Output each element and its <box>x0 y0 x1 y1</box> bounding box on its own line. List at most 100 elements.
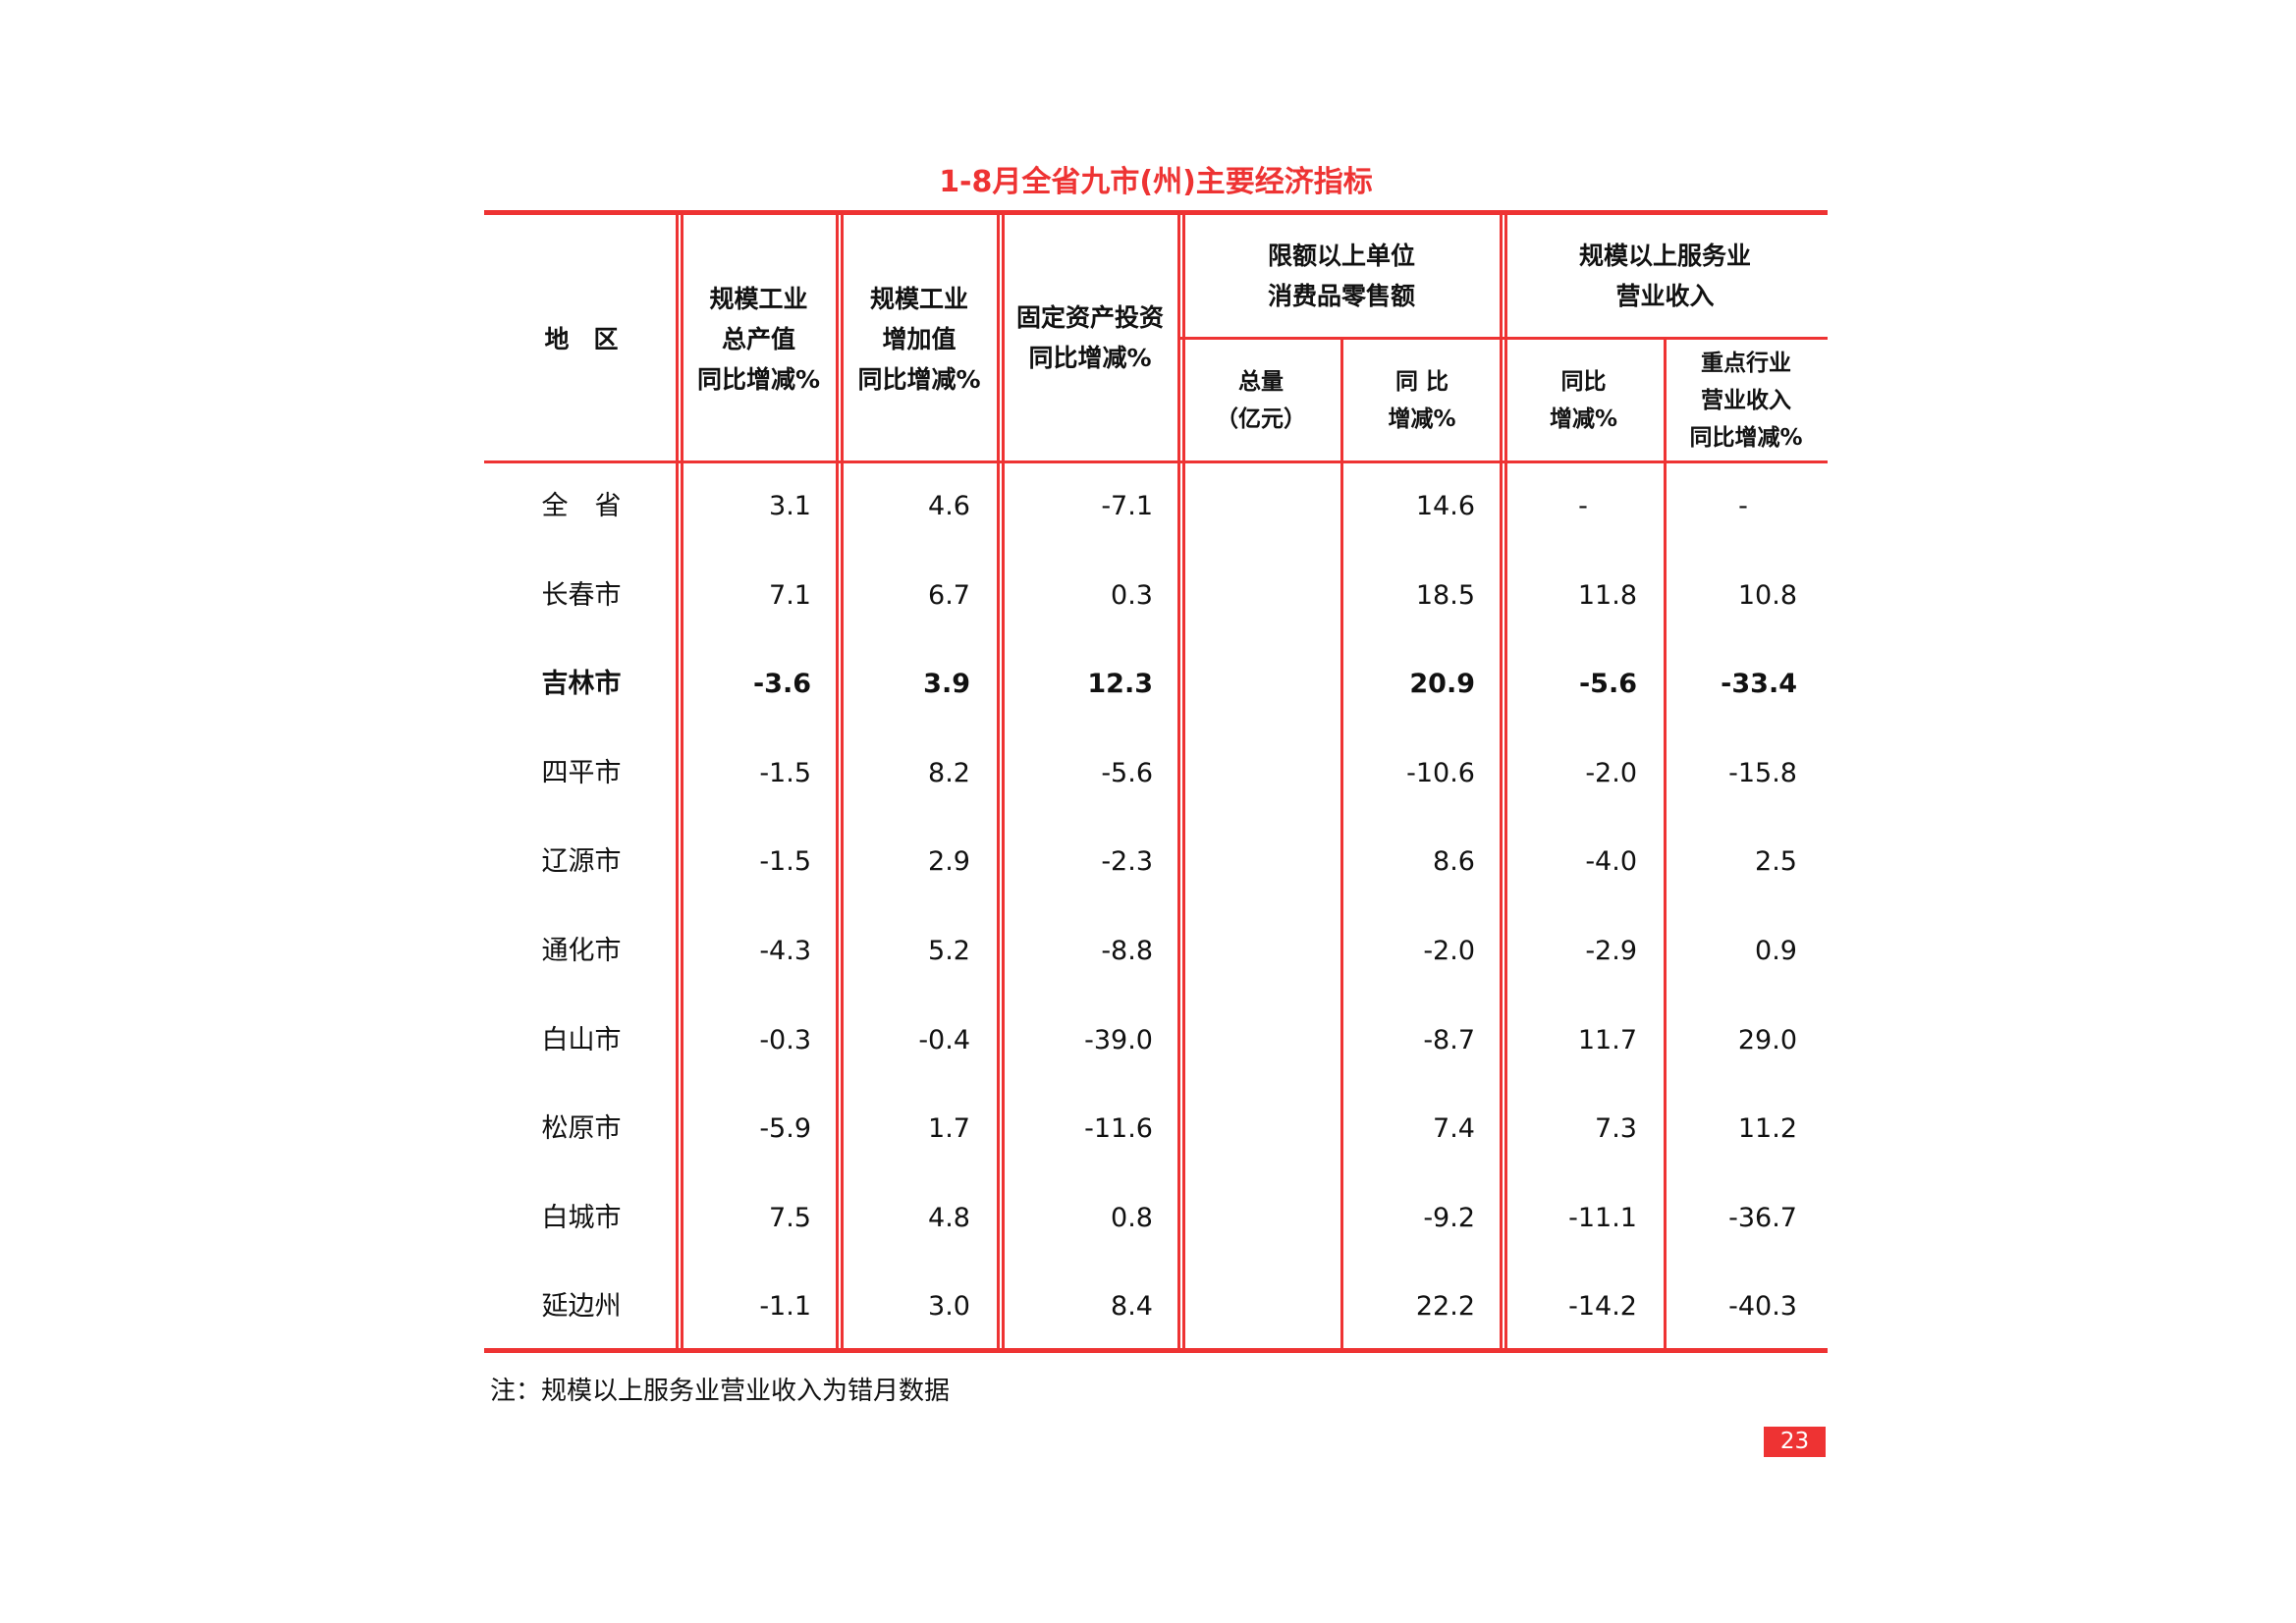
value-cell: 22.2 <box>1415 1291 1475 1323</box>
column-divider <box>841 215 844 1348</box>
region-cell: 松原市 <box>541 1113 622 1145</box>
value-cell: -2.9 <box>1585 936 1637 966</box>
header-line: 同 比 <box>1394 369 1449 395</box>
value-cell: 7.3 <box>1595 1113 1637 1145</box>
value-cell: -0.4 <box>918 1024 970 1055</box>
value-cell: - <box>1738 491 1748 521</box>
value-cell: -4.3 <box>759 936 811 966</box>
header-line: 消费品零售额 <box>1267 282 1415 310</box>
header-fixed-asset-investment: 固定资产投资 同比增减% <box>1000 298 1180 378</box>
column-divider <box>1182 215 1185 1348</box>
header-line: 固定资产投资 <box>1015 303 1164 332</box>
header-line: 同比增减% <box>1028 344 1152 372</box>
header-sub-rule <box>1180 337 1828 340</box>
column-divider <box>1340 339 1343 1348</box>
column-divider <box>836 215 839 1348</box>
value-cell: 4.6 <box>928 491 970 521</box>
value-cell: 7.1 <box>769 579 811 611</box>
value-cell: 11.2 <box>1737 1113 1797 1145</box>
region-cell: 白山市 <box>541 1024 622 1055</box>
value-cell: 8.4 <box>1111 1291 1153 1323</box>
value-cell: -3.6 <box>752 669 811 700</box>
value-cell: -40.3 <box>1728 1291 1797 1323</box>
value-cell <box>1176 1199 1314 1238</box>
value-cell <box>1176 842 1314 882</box>
column-divider <box>681 215 683 1348</box>
value-cell: -5.6 <box>1578 669 1637 700</box>
table-bottom-rule <box>484 1348 1828 1353</box>
value-cell: 11.8 <box>1577 579 1637 611</box>
header-service-group: 规模以上服务业 营业收入 <box>1503 236 1828 316</box>
header-line: 同比增减% <box>857 365 981 394</box>
column-divider <box>1500 215 1503 1348</box>
value-cell: 20.9 <box>1409 669 1475 700</box>
value-cell: -9.2 <box>1423 1202 1475 1233</box>
column-divider <box>1504 215 1507 1348</box>
header-line: 同比增减% <box>696 365 821 394</box>
header-service-yoy: 同比 增减% <box>1503 363 1665 438</box>
header-line: 同比增减% <box>1689 425 1803 451</box>
value-cell: -11.6 <box>1084 1113 1153 1145</box>
value-cell: 2.9 <box>928 846 970 878</box>
value-cell: 18.5 <box>1415 579 1475 611</box>
value-cell <box>1176 576 1314 616</box>
header-line: 总量 <box>1238 369 1284 395</box>
table-title: 1-8月全省九市(州)主要经济指标 <box>939 165 1373 199</box>
value-cell: 11.7 <box>1577 1024 1637 1055</box>
header-line: 规模工业 <box>709 285 808 313</box>
header-line: （亿元） <box>1216 406 1306 432</box>
value-cell: 0.9 <box>1755 936 1797 966</box>
value-cell: -2.0 <box>1585 757 1637 788</box>
value-cell: - <box>1578 491 1588 521</box>
value-cell: 3.9 <box>923 669 970 700</box>
value-cell <box>1176 1109 1314 1149</box>
value-cell <box>1176 754 1314 793</box>
value-cell <box>1176 1021 1314 1060</box>
header-industrial-output: 规模工业 总产值 同比增减% <box>679 279 839 400</box>
header-line: 增减% <box>1388 406 1456 432</box>
value-cell: 2.5 <box>1755 846 1797 878</box>
value-cell: -1.5 <box>759 757 811 788</box>
value-cell: 7.5 <box>769 1202 811 1233</box>
value-cell: 12.3 <box>1087 669 1153 700</box>
value-cell: -8.8 <box>1101 936 1153 966</box>
value-cell: -2.3 <box>1101 846 1153 878</box>
value-cell: -5.6 <box>1101 757 1153 788</box>
header-line: 重点行业 <box>1701 351 1791 376</box>
header-line: 营业收入 <box>1701 388 1791 413</box>
header-line: 限额以上单位 <box>1267 242 1415 270</box>
value-cell: -11.1 <box>1568 1202 1637 1233</box>
value-cell: -15.8 <box>1728 757 1797 788</box>
value-cell: 5.2 <box>928 936 970 966</box>
header-retail-total: 总量 （亿元） <box>1180 363 1341 438</box>
value-cell: 6.7 <box>928 579 970 611</box>
value-cell: -5.9 <box>759 1113 811 1145</box>
page-number: 23 <box>1764 1427 1826 1457</box>
table-top-rule <box>484 210 1828 215</box>
value-cell: -14.2 <box>1568 1291 1637 1323</box>
value-cell: -10.6 <box>1406 757 1475 788</box>
value-cell: 29.0 <box>1737 1024 1797 1055</box>
value-cell: 4.8 <box>928 1202 970 1233</box>
header-service-key-industry: 重点行业 营业收入 同比增减% <box>1665 345 1828 457</box>
value-cell: 0.8 <box>1111 1202 1153 1233</box>
value-cell: 8.2 <box>928 757 970 788</box>
header-line: 总产值 <box>721 325 795 353</box>
region-cell: 全 省 <box>541 491 622 521</box>
value-cell: 0.3 <box>1111 579 1153 611</box>
value-cell <box>1176 932 1314 971</box>
footnote: 注：规模以上服务业营业收入为错月数据 <box>490 1377 951 1406</box>
value-cell: 14.6 <box>1415 491 1475 521</box>
value-cell: -33.4 <box>1721 669 1797 700</box>
header-retail-yoy: 同 比 增减% <box>1341 363 1503 438</box>
value-cell: -39.0 <box>1084 1024 1153 1055</box>
column-divider <box>997 215 1000 1348</box>
header-retail-group: 限额以上单位 消费品零售额 <box>1180 236 1503 316</box>
region-cell: 白城市 <box>541 1202 622 1233</box>
header-line: 营业收入 <box>1615 282 1715 310</box>
value-cell: -1.1 <box>759 1291 811 1323</box>
header-bottom-rule <box>484 460 1828 463</box>
region-cell: 四平市 <box>541 757 622 788</box>
value-cell: 10.8 <box>1737 579 1797 611</box>
value-cell: -2.0 <box>1423 936 1475 966</box>
